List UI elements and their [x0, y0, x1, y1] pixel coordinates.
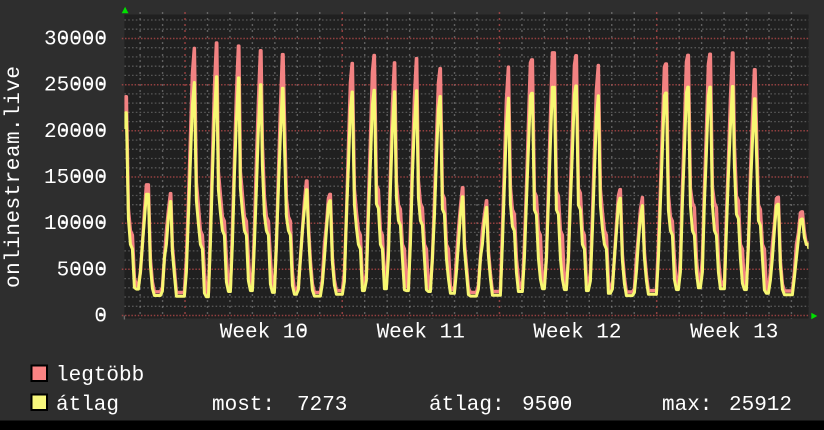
svg-text:legtöbb: legtöbb	[56, 365, 144, 388]
svg-text:Week 12: Week 12	[533, 322, 621, 345]
svg-text:25912: 25912	[729, 394, 792, 417]
svg-text:most:: most:	[212, 394, 275, 417]
svg-text:Week 13: Week 13	[690, 322, 778, 345]
svg-text:onlinestream.live: onlinestream.live	[3, 66, 26, 288]
svg-text:0: 0	[94, 306, 107, 329]
svg-text:átlag:: átlag:	[429, 394, 505, 417]
svg-text:20000: 20000	[44, 121, 107, 144]
svg-text:7273: 7273	[297, 394, 347, 417]
svg-text:15000: 15000	[44, 167, 107, 190]
svg-text:max:: max:	[662, 394, 712, 417]
svg-text:átlag: átlag	[56, 394, 119, 417]
svg-text:Week 10: Week 10	[220, 322, 308, 345]
svg-text:30000: 30000	[44, 29, 107, 52]
svg-text:5000: 5000	[57, 259, 107, 282]
svg-text:Week 11: Week 11	[377, 322, 465, 345]
svg-text:10000: 10000	[44, 213, 107, 236]
svg-text:9500: 9500	[522, 394, 572, 417]
svg-text:25000: 25000	[44, 75, 107, 98]
